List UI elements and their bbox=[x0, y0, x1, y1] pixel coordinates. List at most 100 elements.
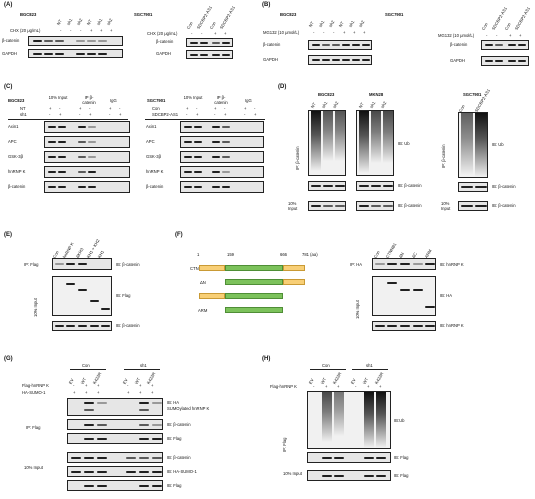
blot-axin1 bbox=[44, 121, 130, 133]
row-label: β-catenin bbox=[8, 184, 26, 189]
row-label: GAPDH bbox=[2, 51, 17, 56]
lane-label: sh2 bbox=[75, 17, 84, 26]
blot-gapdh bbox=[308, 55, 372, 65]
blot-input bbox=[308, 201, 346, 211]
blot-gapdh bbox=[481, 56, 529, 66]
row-condition: Con bbox=[152, 106, 160, 111]
lane-label: Con bbox=[185, 20, 194, 30]
ip-label: IP: β-catenin bbox=[441, 144, 446, 168]
treatment-label: Flag-hnRNP K bbox=[270, 384, 297, 389]
ib-label: IB: β-catenin bbox=[398, 203, 422, 208]
sign: - bbox=[486, 33, 488, 38]
blot-flag bbox=[307, 470, 391, 481]
panel-letter: (C) bbox=[4, 84, 13, 90]
lane-label: sh1 bbox=[368, 100, 377, 109]
sign: + bbox=[509, 33, 512, 38]
sign: + bbox=[343, 30, 346, 35]
sign: + bbox=[100, 28, 103, 33]
ib-label: IB: Flag bbox=[116, 293, 131, 298]
ib-label: IB: HA bbox=[167, 400, 180, 405]
blot-bcatenin bbox=[481, 40, 529, 50]
row-label: β-catenin bbox=[450, 42, 468, 47]
blot-bcatenin bbox=[67, 419, 163, 430]
input-label: 10% Input bbox=[288, 201, 298, 211]
row-label: GAPDH bbox=[450, 58, 465, 63]
row-label: GSK-3β bbox=[8, 154, 23, 159]
lane-label: sh2 bbox=[331, 100, 340, 109]
cell-label: SGC7901 bbox=[147, 98, 166, 103]
cell-label: SGC7901 bbox=[463, 92, 482, 97]
blot-apc bbox=[180, 136, 264, 148]
panel-letter: (A) bbox=[4, 2, 13, 8]
input-label: 10% Input bbox=[283, 471, 302, 476]
sign: - bbox=[496, 33, 498, 38]
blot-gapdh bbox=[186, 50, 233, 59]
header-label: 10% Input bbox=[183, 95, 203, 100]
blot-input bbox=[356, 201, 394, 211]
blot-input bbox=[458, 201, 488, 211]
ip-label: IP: HA bbox=[350, 262, 363, 267]
aa-position: 1 bbox=[197, 252, 200, 257]
row-label: β-catenin bbox=[156, 39, 174, 44]
ib-label: IB: β-catenin bbox=[167, 422, 191, 427]
ib-label: IB: Ub bbox=[398, 141, 410, 146]
row-label: APC bbox=[8, 139, 17, 144]
blot-gapdh bbox=[28, 49, 123, 58]
sign: + bbox=[353, 30, 356, 35]
row-condition: NT bbox=[20, 106, 26, 111]
blot-bcatenin bbox=[458, 182, 488, 192]
blot-ub bbox=[308, 110, 346, 176]
blot-bcatenin bbox=[52, 321, 112, 331]
lane-label: sh2 bbox=[105, 17, 114, 26]
group-label: Con bbox=[322, 363, 330, 368]
cell-label: SGC7901 bbox=[134, 12, 153, 17]
blot-ha bbox=[372, 276, 436, 316]
sign: + bbox=[110, 28, 113, 33]
lane-label: sh1 bbox=[320, 100, 329, 109]
lane-label: K422R bbox=[373, 371, 385, 385]
sign: + bbox=[90, 28, 93, 33]
lane-label: sh2 bbox=[357, 19, 366, 28]
blot-gsk3b bbox=[180, 151, 264, 163]
blot-flag bbox=[67, 480, 163, 491]
ib-label: IB: β-catenin bbox=[167, 455, 191, 460]
lane-label: sh1 bbox=[347, 19, 356, 28]
construct-label: CTNNB1 bbox=[190, 266, 207, 271]
lane-label: hnRNP K bbox=[61, 241, 75, 259]
treatment-label: CHX (20 μg/mL) bbox=[147, 31, 178, 36]
row-label: Axin1 bbox=[8, 124, 19, 129]
header-label: IgG bbox=[245, 98, 252, 103]
lane-label: NT bbox=[309, 101, 317, 109]
treatment-label: MG132 (10 μmol/L) bbox=[438, 33, 475, 38]
ib-label: IB: Flag bbox=[394, 473, 409, 478]
sign: - bbox=[333, 30, 335, 35]
blot-bcatenin bbox=[44, 181, 130, 193]
blot-axin1 bbox=[180, 121, 264, 133]
construct-label: ARM bbox=[198, 308, 208, 313]
ib-label: IB:Ub bbox=[394, 418, 405, 423]
panel-letter: (G) bbox=[4, 356, 13, 362]
row-label: APC bbox=[146, 139, 155, 144]
construct-label: ΔN bbox=[200, 280, 206, 285]
ib-label: IB: hnRNP K bbox=[440, 323, 464, 328]
panel-letter: (E) bbox=[4, 232, 12, 238]
ip-label: IP: Flag bbox=[24, 262, 39, 267]
sign: - bbox=[201, 31, 203, 36]
sign: - bbox=[191, 31, 193, 36]
cell-label: MKN28 bbox=[369, 92, 384, 97]
cell-label: BGC823 bbox=[20, 12, 37, 17]
aa-position: 666 bbox=[280, 252, 287, 257]
lane-label: NT bbox=[337, 20, 345, 28]
treatment-label: HA-SUMO-1 bbox=[22, 390, 46, 395]
header-label: IP β-catenin bbox=[82, 95, 96, 105]
ib-label: IB: β-catenin bbox=[116, 262, 140, 267]
ib-label: SUMOylated hnRNP K bbox=[167, 406, 210, 411]
ib-label: IB: HA bbox=[440, 293, 453, 298]
lane-label: NT bbox=[85, 18, 93, 26]
blot-bcatenin bbox=[180, 181, 264, 193]
ib-label: IB: Flag bbox=[167, 436, 182, 441]
ib-label: IB: Ub bbox=[492, 142, 504, 147]
row-label: β-catenin bbox=[146, 184, 164, 189]
sign: - bbox=[60, 28, 62, 33]
blot-hnrnpk bbox=[180, 166, 264, 178]
